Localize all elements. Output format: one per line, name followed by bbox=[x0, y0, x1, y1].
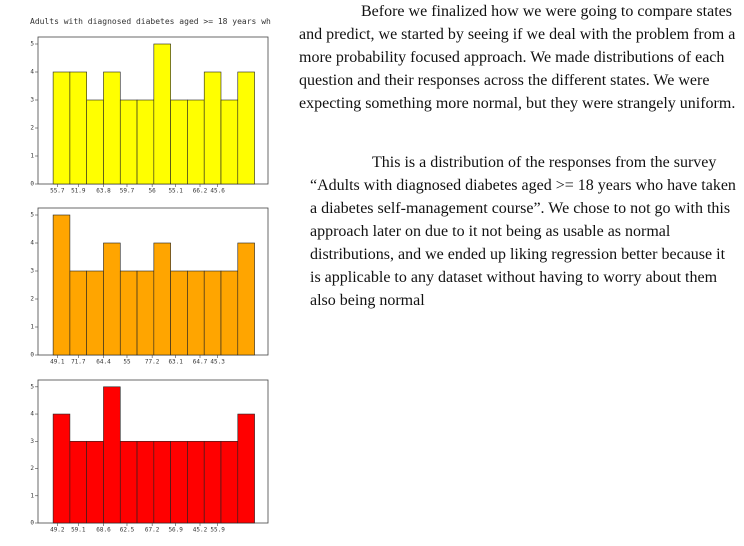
y-tick-label: 2 bbox=[30, 296, 34, 303]
charts: Adults with diagnosed diabetes aged >= 1… bbox=[30, 17, 271, 534]
bar bbox=[203, 71, 222, 185]
x-tick-label: 55.9 bbox=[210, 527, 225, 534]
y-tick-label: 1 bbox=[30, 492, 34, 499]
bar bbox=[103, 386, 121, 524]
x-tick-label: 51.9 bbox=[71, 188, 86, 195]
bar bbox=[187, 270, 205, 356]
y-tick-label: 3 bbox=[30, 97, 34, 104]
bar bbox=[69, 440, 87, 524]
x-tick-label: 59.7 bbox=[120, 188, 135, 195]
bar bbox=[203, 440, 222, 524]
x-tick-label: 59.1 bbox=[71, 527, 86, 534]
x-tick-label: 49.1 bbox=[50, 359, 65, 366]
bar bbox=[86, 99, 104, 185]
x-tick-label: 45.2 bbox=[193, 527, 208, 534]
bar bbox=[170, 99, 188, 185]
bar bbox=[170, 440, 188, 524]
bar bbox=[237, 413, 255, 524]
bar bbox=[136, 99, 155, 185]
x-tick-label: 67.2 bbox=[145, 527, 160, 534]
x-tick-label: 55 bbox=[123, 359, 131, 366]
y-tick-label: 0 bbox=[30, 181, 34, 188]
bar bbox=[86, 270, 104, 356]
x-tick-label: 66.2 bbox=[193, 188, 208, 195]
bar bbox=[52, 413, 71, 524]
y-tick-label: 5 bbox=[30, 212, 34, 219]
x-tick-label: 62.5 bbox=[120, 527, 135, 534]
bar bbox=[203, 270, 222, 356]
y-tick-label: 0 bbox=[30, 520, 34, 527]
y-tick-label: 5 bbox=[30, 41, 34, 48]
bar bbox=[119, 99, 138, 185]
bar bbox=[69, 71, 87, 185]
x-tick-label: 77.2 bbox=[145, 359, 160, 366]
x-tick-label: 63.1 bbox=[168, 359, 183, 366]
bar bbox=[170, 270, 188, 356]
y-tick-label: 2 bbox=[30, 125, 34, 132]
bar bbox=[103, 242, 121, 356]
bar bbox=[153, 242, 171, 356]
x-tick-label: 56 bbox=[149, 188, 157, 195]
x-tick-label: 49.2 bbox=[50, 527, 65, 534]
bar bbox=[52, 214, 71, 356]
x-tick-label: 55.7 bbox=[50, 188, 65, 195]
bar bbox=[220, 440, 239, 524]
chart-title: Adults with diagnosed diabetes aged >= 1… bbox=[30, 17, 271, 26]
y-tick-label: 2 bbox=[30, 465, 34, 472]
bar bbox=[237, 71, 255, 185]
bar bbox=[237, 242, 255, 356]
x-tick-label: 68.6 bbox=[96, 527, 111, 534]
y-tick-label: 1 bbox=[30, 324, 34, 331]
bar bbox=[220, 99, 239, 185]
x-tick-label: 64.7 bbox=[193, 359, 208, 366]
y-tick-label: 4 bbox=[30, 69, 34, 76]
bar bbox=[187, 440, 205, 524]
x-tick-label: 56.9 bbox=[168, 527, 183, 534]
x-tick-label: 71.7 bbox=[71, 359, 86, 366]
y-tick-label: 5 bbox=[30, 383, 34, 390]
x-tick-label: 63.8 bbox=[96, 188, 111, 195]
x-tick-label: 45.3 bbox=[210, 359, 225, 366]
x-tick-label: 64.4 bbox=[96, 359, 111, 366]
bar bbox=[153, 440, 171, 524]
x-tick-label: 55.1 bbox=[168, 188, 183, 195]
bar bbox=[119, 440, 138, 524]
bar bbox=[187, 99, 205, 185]
y-tick-label: 1 bbox=[30, 153, 34, 160]
bar bbox=[136, 440, 155, 524]
y-tick-label: 3 bbox=[30, 268, 34, 275]
y-tick-label: 4 bbox=[30, 240, 34, 247]
bar bbox=[69, 270, 87, 356]
y-tick-label: 3 bbox=[30, 438, 34, 445]
bar bbox=[86, 440, 104, 524]
x-tick-label: 45.6 bbox=[210, 188, 225, 195]
y-tick-label: 4 bbox=[30, 411, 34, 418]
paragraph: This is a distribution of the responses … bbox=[310, 154, 736, 309]
bar bbox=[52, 71, 71, 185]
bar bbox=[103, 71, 121, 185]
bar bbox=[153, 43, 171, 185]
bar bbox=[119, 270, 138, 356]
y-tick-label: 0 bbox=[30, 352, 34, 359]
paragraph: Before we finalized how we were going to… bbox=[299, 3, 736, 112]
bar bbox=[136, 270, 155, 356]
bar bbox=[220, 270, 239, 356]
